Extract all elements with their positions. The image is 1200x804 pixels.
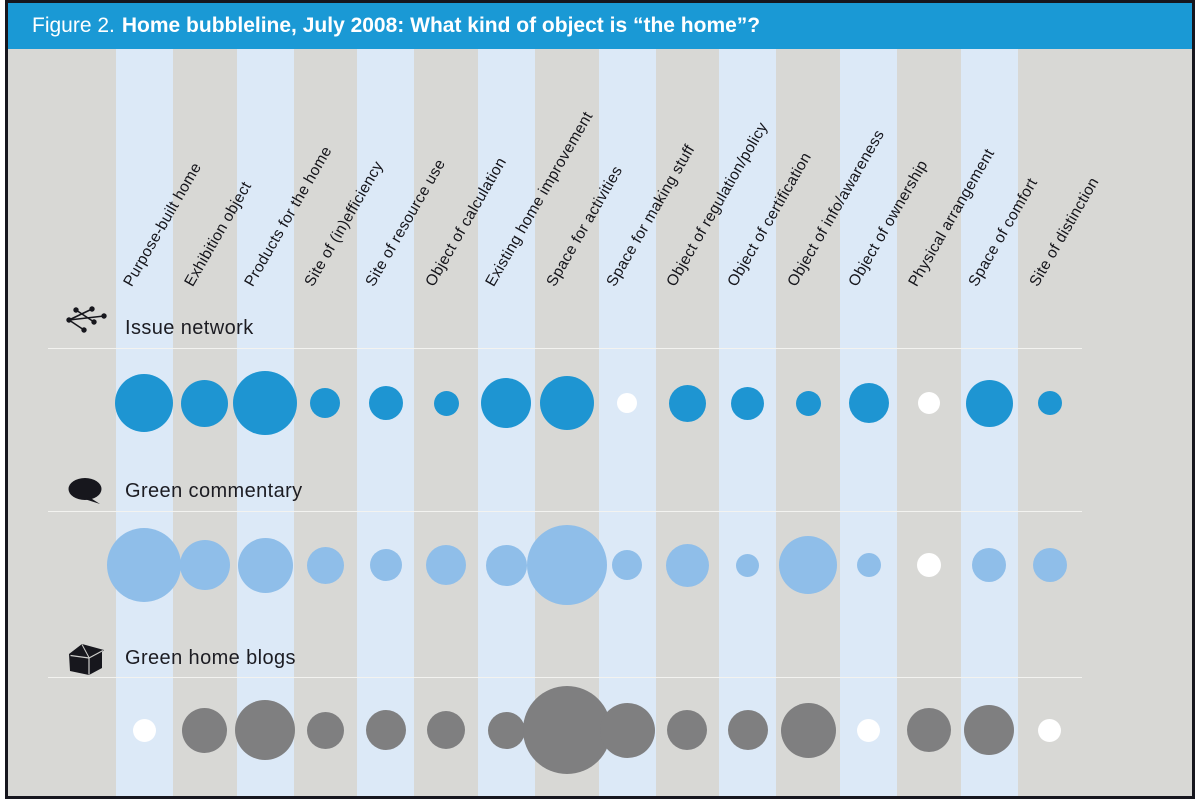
bubble: [668, 384, 706, 422]
bubble: [539, 376, 594, 430]
bubble: [917, 392, 940, 414]
house-icon: [60, 641, 112, 681]
bubble: [115, 374, 174, 432]
bubble: [310, 388, 341, 418]
bubble: [972, 548, 1007, 582]
figure-label: Figure 2.: [32, 14, 115, 37]
bubble: [365, 710, 406, 750]
bubble: [906, 708, 951, 752]
bubble: [237, 537, 293, 593]
bubble: [857, 718, 880, 742]
bubble: [107, 528, 182, 602]
row-label-green-commentary: Green commentary: [125, 480, 303, 502]
bubble: [306, 546, 344, 584]
column-stripe: [719, 49, 777, 796]
bubble: [856, 553, 881, 577]
bubbleline-chart: Issue network Green commentary Green hom…: [8, 49, 1192, 796]
bubble: [599, 702, 655, 758]
bubble: [433, 390, 459, 416]
bubble: [306, 711, 344, 749]
bubble: [487, 711, 525, 749]
bubble: [848, 383, 889, 423]
bubble: [369, 549, 402, 581]
bubble: [1038, 718, 1062, 742]
bubble: [132, 718, 156, 742]
row-label-issue-network: Issue network: [125, 317, 254, 339]
bubble: [233, 371, 297, 435]
bubble: [779, 536, 838, 594]
bubble: [182, 707, 228, 753]
bubble: [485, 544, 527, 586]
bubble: [426, 545, 467, 585]
column-stripe: [357, 49, 415, 796]
bubble: [965, 379, 1013, 427]
bubble: [427, 711, 466, 749]
row-separator-line: [48, 677, 1082, 678]
figure-title: Home bubbleline, July 2008: What kind of…: [121, 14, 761, 37]
bubble: [522, 686, 611, 774]
figure-title-bar: Figure 2. Home bubbleline, July 2008: Wha…: [8, 3, 1192, 49]
column-stripe: [598, 49, 656, 796]
bubble: [731, 386, 765, 420]
bubble: [612, 550, 643, 580]
speech-bubble-icon: [60, 477, 112, 511]
bubble: [667, 710, 708, 750]
figure-frame: Figure 2. Home bubbleline, July 2008: Wha…: [5, 0, 1195, 799]
bubble: [1032, 548, 1067, 582]
bubble: [665, 543, 709, 587]
bubble: [368, 386, 403, 420]
bubble: [179, 540, 230, 590]
row-label-green-home-blogs: Green home blogs: [125, 647, 296, 669]
bubble: [780, 702, 836, 758]
network-icon: [60, 303, 112, 340]
bubble: [181, 379, 229, 427]
bubble: [916, 553, 941, 577]
bubble: [617, 393, 638, 413]
bubble: [1037, 391, 1062, 415]
row-separator-line: [48, 511, 1082, 512]
bubble: [481, 378, 532, 428]
row-separator-line: [48, 348, 1082, 349]
bubble: [235, 700, 295, 760]
bubble: [526, 525, 607, 605]
bubble: [736, 553, 760, 577]
bubble: [795, 390, 821, 416]
bubble: [727, 710, 768, 750]
bubble: [964, 705, 1015, 755]
